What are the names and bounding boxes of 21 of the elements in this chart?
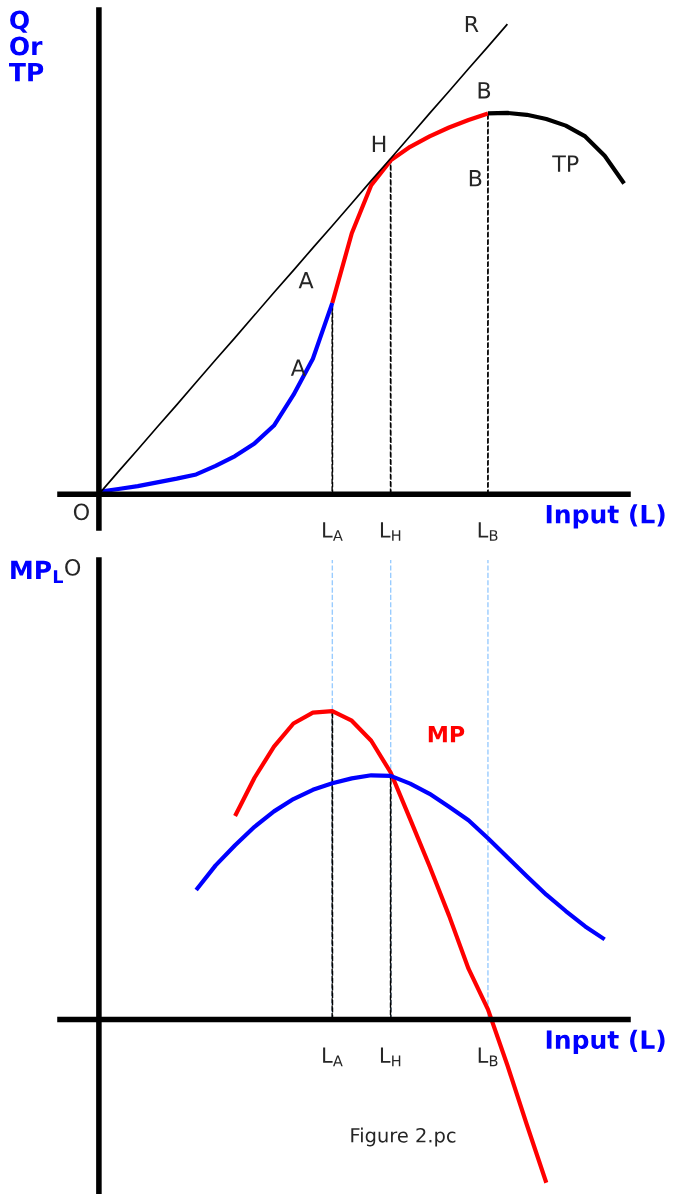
x-axis-title: Input (L) — [546, 1029, 665, 1054]
y-axis-title: MP$_{L}$ — [11, 560, 63, 584]
x-tick-label: L$_{A}$ — [323, 522, 343, 541]
annotation: Figure 2.pc — [351, 1127, 456, 1147]
annotation: B — [469, 170, 482, 187]
annotation: TP — [552, 155, 579, 172]
text: O — [73, 503, 89, 521]
x-tick-label: L$_{H}$ — [380, 1047, 401, 1067]
x-tick-label: L$_{A}$ — [323, 1047, 343, 1067]
annotation: A — [290, 359, 306, 376]
text: MP — [428, 726, 465, 743]
x-tick-label: L$_{B}$ — [478, 1047, 498, 1067]
x-tick-label: L$_{H}$ — [380, 522, 401, 541]
x-tick-label: L$_{B}$ — [478, 522, 498, 541]
annotation: R — [465, 15, 479, 33]
annotation: H — [372, 135, 386, 152]
annotation: A — [298, 272, 314, 289]
annotation: B — [478, 82, 491, 99]
y-axis-title: Q Or TP — [9, 10, 44, 82]
x-axis-title: Input (L) — [546, 504, 665, 529]
text: O — [65, 558, 81, 576]
